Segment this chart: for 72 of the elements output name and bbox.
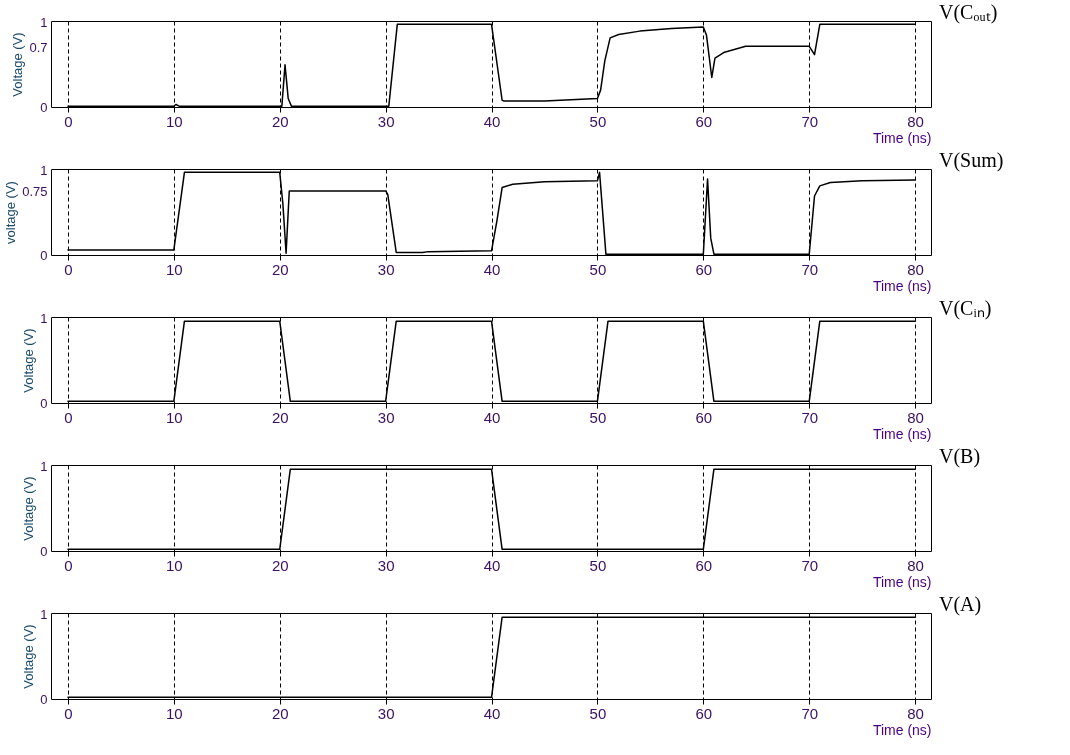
x-tick-label: 0 xyxy=(64,112,73,130)
x-tick-label: 60 xyxy=(695,260,713,278)
x-tick-label: 40 xyxy=(483,704,501,722)
x-axis-title: Time (ns) xyxy=(872,277,932,294)
x-tick-label: 60 xyxy=(695,704,713,722)
x-tick-label: 70 xyxy=(801,704,819,722)
x-tick-label: 40 xyxy=(483,408,501,426)
x-tick-label: 80 xyxy=(907,260,924,278)
x-tick-label: 70 xyxy=(801,260,819,278)
x-tick-label: 20 xyxy=(271,556,289,574)
x-tick-label: 20 xyxy=(271,112,289,130)
x-tick-label: 80 xyxy=(907,408,924,426)
x-tick-label: 30 xyxy=(377,112,395,130)
x-tick-label: 0 xyxy=(64,408,73,426)
x-tick-label: 10 xyxy=(166,112,183,130)
x-tick-label: 30 xyxy=(377,556,395,574)
x-tick-label: 0 xyxy=(64,556,73,574)
chart-title: V(Cₒᵤₜ) xyxy=(939,0,998,24)
chart-title: V(A) xyxy=(939,592,982,616)
x-axis-title: Time (ns) xyxy=(872,573,932,590)
x-tick-label: 80 xyxy=(907,704,924,722)
x-tick-label: 50 xyxy=(589,112,607,130)
y-axis-title: Voltage (V) xyxy=(21,476,37,541)
y-tick-label: 0 xyxy=(40,691,48,707)
x-tick-label: 60 xyxy=(695,408,713,426)
x-axis-title: Time (ns) xyxy=(872,721,932,738)
x-tick-label: 50 xyxy=(589,260,607,278)
x-tick-label: 0 xyxy=(64,704,73,722)
y-tick-label: 1 xyxy=(40,311,48,327)
x-tick-label: 10 xyxy=(166,704,183,722)
x-tick-label: 20 xyxy=(271,408,289,426)
x-tick-label: 40 xyxy=(483,260,501,278)
x-tick-label: 50 xyxy=(589,556,607,574)
x-tick-label: 50 xyxy=(589,704,607,722)
x-tick-label: 20 xyxy=(271,704,289,722)
x-tick-label: 80 xyxy=(907,112,924,130)
y-tick-label: 0 xyxy=(40,395,48,411)
x-tick-label: 50 xyxy=(589,408,607,426)
x-tick-label: 30 xyxy=(377,408,395,426)
x-tick-label: 10 xyxy=(166,260,183,278)
chart-title: V(B) xyxy=(939,444,981,468)
x-tick-label: 70 xyxy=(801,556,819,574)
y-axis-title: Voltage (V) xyxy=(21,328,37,393)
x-tick-label: 60 xyxy=(695,556,713,574)
y-tick-label: 0 xyxy=(40,543,48,559)
chart-title: V(Sum) xyxy=(939,148,1004,172)
y-axis-title: Voltage (V) xyxy=(10,32,26,97)
x-tick-label: 40 xyxy=(483,112,501,130)
x-tick-label: 30 xyxy=(377,260,395,278)
x-tick-label: 30 xyxy=(377,704,395,722)
y-axis-title: Voltage (V) xyxy=(21,624,37,689)
x-tick-label: 70 xyxy=(801,112,819,130)
y-tick-label: 1 xyxy=(40,607,48,623)
y-tick-label: 1 xyxy=(40,15,48,31)
x-tick-label: 40 xyxy=(483,556,501,574)
y-tick-label: 0 xyxy=(40,99,48,115)
y-tick-label: 1 xyxy=(40,163,48,179)
x-axis-title: Time (ns) xyxy=(872,425,932,442)
x-tick-label: 20 xyxy=(271,260,289,278)
x-tick-label: 70 xyxy=(801,408,819,426)
y-tick-label: 0.75 xyxy=(22,184,48,200)
chart-title: V(Cᵢₙ) xyxy=(939,296,992,320)
x-tick-label: 0 xyxy=(64,260,73,278)
x-axis-title: Time (ns) xyxy=(872,129,932,146)
x-tick-label: 10 xyxy=(166,408,183,426)
x-tick-label: 80 xyxy=(907,556,924,574)
y-tick-label: 0.7 xyxy=(29,40,48,56)
x-tick-label: 60 xyxy=(695,112,713,130)
y-tick-label: 0 xyxy=(40,247,48,263)
x-tick-label: 10 xyxy=(166,556,183,574)
y-axis-title: voltage (V) xyxy=(3,181,19,244)
y-tick-label: 1 xyxy=(40,459,48,475)
